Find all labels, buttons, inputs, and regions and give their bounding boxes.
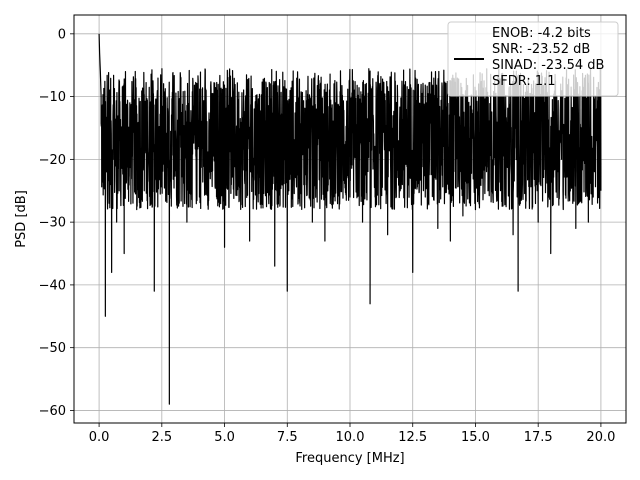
y-tick-label: 0 [58,27,66,42]
legend-line-text: SNR: -23.52 dB [492,42,590,57]
legend-box [447,21,619,97]
x-tick-label: 15.0 [461,430,490,445]
legend-series-label: ENOB: -4.2 bits SNR: -23.52 dB SINAD: -23.… [492,26,604,89]
x-tick-label: 17.5 [524,430,553,445]
y-tick-label: −50 [39,341,66,356]
y-axis-label: PSD [dB] [14,190,29,248]
x-tick-label: 2.5 [151,430,172,445]
data-layer [98,33,602,405]
x-axis-label: Frequency [MHz] [295,451,404,466]
legend-line-text: SFDR: 1.1 [492,74,556,89]
x-tick-label: 7.5 [277,430,298,445]
legend-line-text: SINAD: -23.54 dB [492,58,604,73]
x-tick-label: 12.5 [398,430,427,445]
tick-layer: 0.0 2.5 5.0 7.5 10.0 12.5 15.0 17.5 20.0 0 −10 −20 −… [39,27,616,445]
x-tick-label: 10.0 [336,430,365,445]
y-tick-label: −40 [39,278,66,293]
y-tick-label: −60 [39,404,66,419]
y-tick-label: −20 [39,153,66,168]
legend: ENOB: -4.2 bits SNR: -23.52 dB SINAD: -23.… [447,21,619,97]
y-tick-label: −30 [39,216,66,231]
y-tick-label: −10 [39,90,66,105]
x-tick-label: 20.0 [586,430,615,445]
psd-line [98,33,602,405]
x-tick-label: 0.0 [89,430,110,445]
x-tick-label: 5.0 [214,430,235,445]
legend-line-text: ENOB: -4.2 bits [492,26,591,41]
